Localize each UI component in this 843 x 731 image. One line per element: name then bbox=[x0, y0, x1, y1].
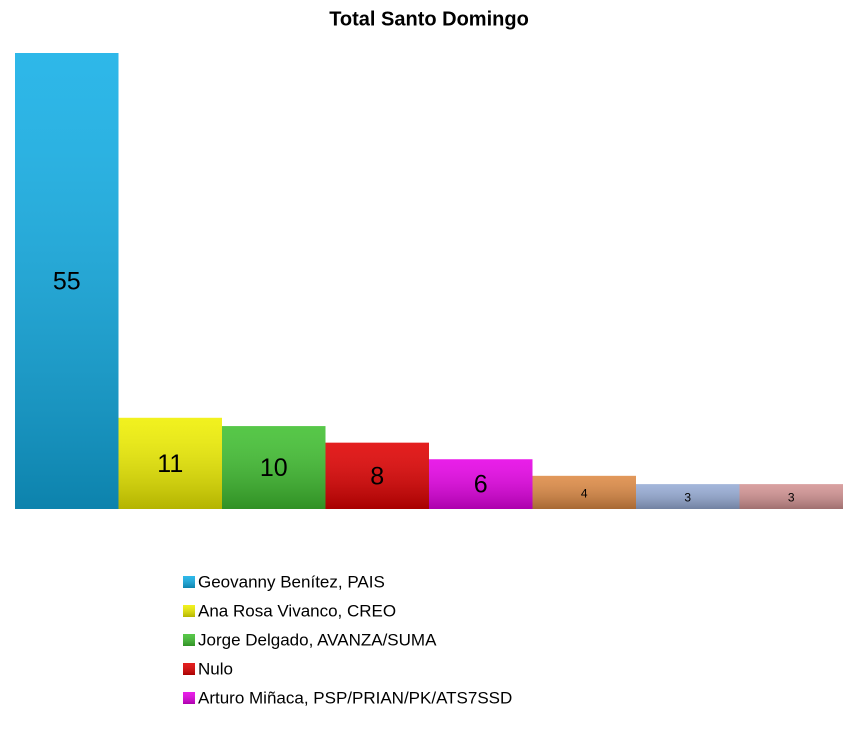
bar-shade bbox=[739, 484, 843, 509]
bar-shade bbox=[222, 426, 326, 509]
legend-swatch-shade bbox=[183, 634, 195, 646]
data-label: 4 bbox=[581, 487, 588, 501]
bar-shade bbox=[118, 417, 222, 509]
data-label: 10 bbox=[260, 454, 288, 482]
data-label: 8 bbox=[370, 462, 384, 490]
bar-shade bbox=[636, 484, 740, 509]
data-label: 3 bbox=[684, 491, 691, 505]
bar-shade bbox=[429, 459, 533, 509]
legend-swatch-shade bbox=[183, 692, 195, 704]
data-label: 11 bbox=[157, 450, 183, 478]
bar-shade bbox=[532, 475, 636, 509]
legend-swatch-shade bbox=[183, 663, 195, 675]
legend-label: Nulo bbox=[198, 659, 233, 678]
bar-shade bbox=[15, 53, 119, 509]
legend-label: Ana Rosa Vivanco, CREO bbox=[198, 601, 396, 620]
chart-title: Total Santo Domingo bbox=[329, 8, 529, 30]
legend-label: Jorge Delgado, AVANZA/SUMA bbox=[198, 630, 437, 649]
data-label: 55 bbox=[53, 268, 81, 296]
data-label: 6 bbox=[474, 471, 488, 499]
data-label: 3 bbox=[788, 491, 795, 505]
bar-shade bbox=[325, 442, 429, 509]
legend-swatch-shade bbox=[183, 605, 195, 617]
legend-label: Arturo Miñaca, PSP/PRIAN/PK/ATS7SSD bbox=[198, 688, 512, 707]
legend-label: Geovanny Benítez, PAIS bbox=[198, 572, 385, 591]
legend-swatch-shade bbox=[183, 576, 195, 588]
